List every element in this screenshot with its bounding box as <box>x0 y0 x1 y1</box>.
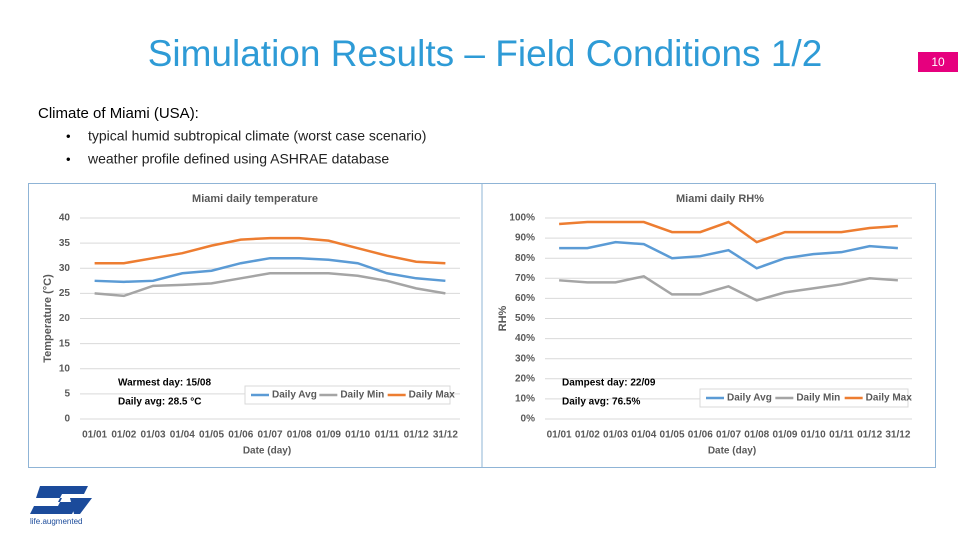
bullet-dot: • <box>66 128 71 143</box>
y-tick-label: 50% <box>515 313 535 324</box>
y-tick-label: 70% <box>515 273 535 284</box>
x-tick-label: 01/09 <box>316 430 341 441</box>
page-number-box <box>918 52 958 72</box>
x-axis-label: Date (day) <box>243 446 291 457</box>
y-tick-label: 15 <box>59 338 71 349</box>
annotation: Dampest day: 22/09 <box>562 378 656 389</box>
legend-box <box>699 388 909 408</box>
legend-label: Daily Min <box>340 390 384 401</box>
legend-label: Daily Avg <box>727 393 772 404</box>
chart-title: Miami daily temperature <box>192 193 318 205</box>
legend-label: Daily Avg <box>272 390 317 401</box>
logo-mark <box>30 486 92 514</box>
x-tick-label: 01/06 <box>688 430 713 441</box>
legend-label: Daily Min <box>796 393 840 404</box>
x-tick-label: 01/01 <box>82 430 107 441</box>
x-tick-label: 01/07 <box>716 430 741 441</box>
legend-label: Daily Max <box>409 390 456 401</box>
y-tick-label: 90% <box>515 233 535 244</box>
x-tick-label: 01/12 <box>857 430 882 441</box>
y-tick-label: 0% <box>521 414 536 425</box>
y-tick-label: 100% <box>509 213 535 224</box>
x-tick-label: 01/01 <box>547 430 572 441</box>
x-tick-label: 01/08 <box>287 430 312 441</box>
x-tick-label: 01/12 <box>404 430 429 441</box>
logo-text: life.augmented <box>30 517 82 526</box>
x-tick-label: 01/03 <box>141 430 166 441</box>
y-tick-label: 10 <box>59 363 71 374</box>
x-tick-label: 01/05 <box>199 430 224 441</box>
x-tick-label: 01/02 <box>575 430 600 441</box>
x-tick-label: 01/11 <box>375 430 400 441</box>
page-number: 10 <box>931 55 945 69</box>
bullet: typical humid subtropical climate (worst… <box>88 128 426 144</box>
y-tick-label: 40 <box>59 213 71 224</box>
x-axis-label: Date (day) <box>708 446 756 457</box>
x-tick-label: 01/10 <box>801 430 826 441</box>
x-tick-label: 01/09 <box>772 430 797 441</box>
slide-title: Simulation Results – Field Conditions 1/… <box>148 33 823 74</box>
y-tick-label: 40% <box>515 333 535 344</box>
x-tick-label: 01/02 <box>111 430 136 441</box>
y-tick-label: 30 <box>59 263 71 274</box>
series-line <box>559 240 898 270</box>
y-tick-label: 60% <box>515 293 535 304</box>
x-tick-label: 01/04 <box>170 430 195 441</box>
legend-label: Daily Max <box>866 393 913 404</box>
x-tick-label: 31/12 <box>885 430 910 441</box>
x-tick-label: 01/07 <box>257 430 282 441</box>
y-tick-label: 80% <box>515 253 535 264</box>
y-tick-label: 5 <box>64 389 70 400</box>
y-tick-label: 30% <box>515 353 535 364</box>
y-tick-label: 20 <box>59 313 71 324</box>
chart-title: Miami daily RH% <box>676 193 764 205</box>
legend-box <box>244 385 451 405</box>
x-tick-label: 01/05 <box>660 430 685 441</box>
x-tick-label: 01/03 <box>603 430 628 441</box>
x-tick-label: 01/04 <box>631 430 656 441</box>
annotation: Daily avg: 76.5% <box>562 397 640 408</box>
y-tick-label: 20% <box>515 373 535 384</box>
annotation: Daily avg: 28.5 °C <box>118 397 201 408</box>
x-tick-label: 01/11 <box>829 430 854 441</box>
y-axis-label: RH% <box>497 305 509 331</box>
series-line <box>94 236 446 265</box>
bullet: weather profile defined using ASHRAE dat… <box>87 151 389 167</box>
y-tick-label: 10% <box>515 394 535 405</box>
y-tick-label: 0 <box>64 414 70 425</box>
x-tick-label: 01/10 <box>345 430 370 441</box>
series-line <box>94 256 446 284</box>
annotation: Warmest day: 15/08 <box>118 378 211 389</box>
x-tick-label: 01/08 <box>744 430 769 441</box>
series-line <box>559 274 898 302</box>
y-tick-label: 35 <box>59 238 71 249</box>
x-tick-label: 01/06 <box>228 430 253 441</box>
x-tick-label: 31/12 <box>433 430 458 441</box>
series-line <box>94 272 446 298</box>
series-line <box>559 220 898 244</box>
bullet-dot: • <box>66 151 71 166</box>
y-axis-label: Temperature (°C) <box>42 274 54 363</box>
y-tick-label: 25 <box>59 288 71 299</box>
intro: Climate of Miami (USA): <box>38 105 199 122</box>
